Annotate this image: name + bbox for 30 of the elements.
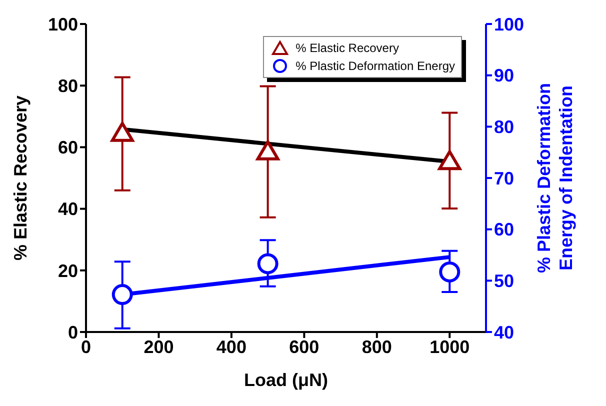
point xyxy=(257,253,278,274)
y-axis-title: % Elastic Recovery xyxy=(10,95,30,261)
point xyxy=(112,284,133,306)
y2-axis-title: % Plastic Deformation Energy of Indentation xyxy=(534,82,576,274)
y-tick-label: 40 xyxy=(58,199,78,220)
x-tick-label: 200 xyxy=(144,336,174,357)
x-tick-label: 400 xyxy=(216,336,246,357)
point xyxy=(256,140,280,160)
y2-tick-label: 70 xyxy=(494,168,514,188)
y2-tick-label: 90 xyxy=(494,66,514,86)
y2-tick-label: 40 xyxy=(494,322,514,342)
y-tick-label: 100 xyxy=(48,14,78,34)
y-tick-label: 60 xyxy=(58,138,78,158)
y-tick-label: 0 xyxy=(68,322,78,342)
y2-tick-label: 60 xyxy=(494,220,514,240)
x-tick-label: 600 xyxy=(289,336,320,357)
point xyxy=(110,122,134,142)
y2-tick-label: 100 xyxy=(494,14,524,34)
x-tick-label: 1000 xyxy=(430,336,470,357)
x-tick-label: 800 xyxy=(362,336,392,357)
y2-tick-label: 50 xyxy=(494,271,514,292)
x-tick-label: 0 xyxy=(80,336,92,357)
point xyxy=(438,150,462,170)
x-axis-title: Load (μN) xyxy=(244,370,328,390)
y2-tick-label: 80 xyxy=(494,117,514,138)
legend-label: % Plastic Deformation Energy xyxy=(296,58,455,75)
y-tick-label: 20 xyxy=(58,260,78,281)
point xyxy=(439,261,460,282)
legend-label: % Elastic Recovery xyxy=(296,40,399,57)
y-tick-label: 80 xyxy=(58,76,78,96)
